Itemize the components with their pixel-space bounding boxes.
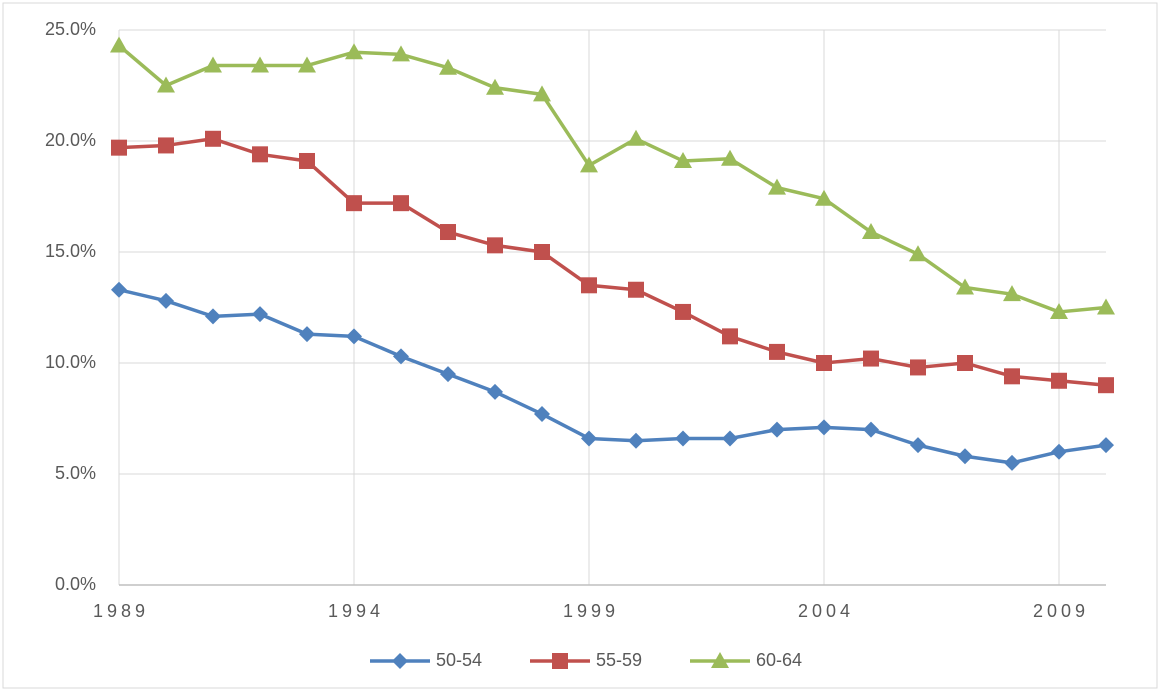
- legend-label: 60-64: [756, 650, 802, 670]
- marker: [722, 430, 738, 447]
- y-tick-label: 15.0%: [45, 241, 96, 261]
- marker: [580, 156, 598, 173]
- series: [111, 130, 1114, 394]
- marker: [439, 58, 457, 75]
- series-line: [117, 44, 1107, 314]
- marker: [957, 448, 973, 465]
- marker: [346, 328, 362, 345]
- marker: [204, 56, 222, 73]
- marker: [533, 85, 551, 102]
- marker: [346, 195, 362, 212]
- legend-item: 60-64: [690, 650, 802, 670]
- marker: [486, 78, 504, 95]
- marker: [1051, 443, 1067, 460]
- marker: [158, 137, 174, 154]
- x-tick-label: 2009: [1033, 601, 1089, 621]
- marker: [111, 139, 127, 156]
- legend-label: 55-59: [596, 650, 642, 670]
- x-tick-label: 2004: [798, 601, 854, 621]
- marker: [768, 178, 786, 195]
- y-tick-label: 20.0%: [45, 130, 96, 150]
- marker: [910, 437, 926, 454]
- series: [110, 36, 1115, 319]
- y-tick-label: 0.0%: [55, 574, 96, 594]
- marker: [1050, 302, 1068, 319]
- marker: [722, 328, 738, 345]
- y-tick-label: 10.0%: [45, 352, 96, 372]
- marker: [205, 130, 221, 147]
- marker: [1098, 377, 1114, 394]
- legend-item: 50-54: [370, 650, 482, 670]
- marker: [815, 189, 833, 206]
- marker: [299, 326, 315, 343]
- marker: [534, 406, 550, 423]
- marker: [1051, 372, 1067, 389]
- marker: [393, 195, 409, 212]
- marker: [251, 56, 269, 73]
- marker: [440, 366, 456, 383]
- series-line: [118, 288, 1107, 465]
- marker: [487, 237, 503, 254]
- marker: [675, 430, 691, 447]
- marker: [158, 292, 174, 309]
- marker: [675, 303, 691, 320]
- x-tick-label: 1999: [563, 601, 619, 621]
- marker: [711, 652, 729, 668]
- marker: [440, 224, 456, 241]
- x-tick-label: 1989: [93, 601, 149, 621]
- marker: [816, 419, 832, 436]
- series-line: [118, 137, 1107, 387]
- marker: [552, 653, 568, 669]
- marker: [392, 653, 408, 669]
- marker: [298, 56, 316, 73]
- marker: [956, 278, 974, 295]
- marker: [628, 281, 644, 298]
- legend-item: 55-59: [530, 650, 642, 670]
- marker: [910, 359, 926, 376]
- marker: [581, 430, 597, 447]
- marker: [769, 343, 785, 360]
- marker: [487, 383, 503, 400]
- marker: [628, 432, 644, 449]
- marker: [862, 223, 880, 240]
- marker: [863, 350, 879, 367]
- marker: [110, 36, 128, 53]
- marker: [863, 421, 879, 438]
- y-tick-label: 5.0%: [55, 463, 96, 483]
- x-tick-label: 1994: [328, 601, 384, 621]
- marker: [1004, 368, 1020, 385]
- marker: [345, 43, 363, 60]
- marker: [1003, 285, 1021, 302]
- marker: [157, 76, 175, 93]
- marker: [299, 152, 315, 169]
- marker: [205, 308, 221, 325]
- marker: [581, 277, 597, 294]
- marker: [909, 245, 927, 262]
- marker: [1004, 454, 1020, 471]
- y-tick-label: 25.0%: [45, 19, 96, 39]
- marker: [721, 149, 739, 166]
- marker: [769, 421, 785, 438]
- marker: [252, 306, 268, 323]
- marker: [252, 146, 268, 163]
- marker: [1098, 437, 1114, 454]
- legend-label: 50-54: [436, 650, 482, 670]
- marker: [674, 151, 692, 168]
- marker: [957, 355, 973, 371]
- marker: [111, 281, 127, 298]
- marker: [627, 129, 645, 146]
- marker: [393, 348, 409, 365]
- marker: [392, 45, 410, 62]
- marker: [534, 244, 550, 260]
- marker: [816, 355, 832, 371]
- series: [111, 281, 1114, 471]
- marker: [1097, 298, 1115, 315]
